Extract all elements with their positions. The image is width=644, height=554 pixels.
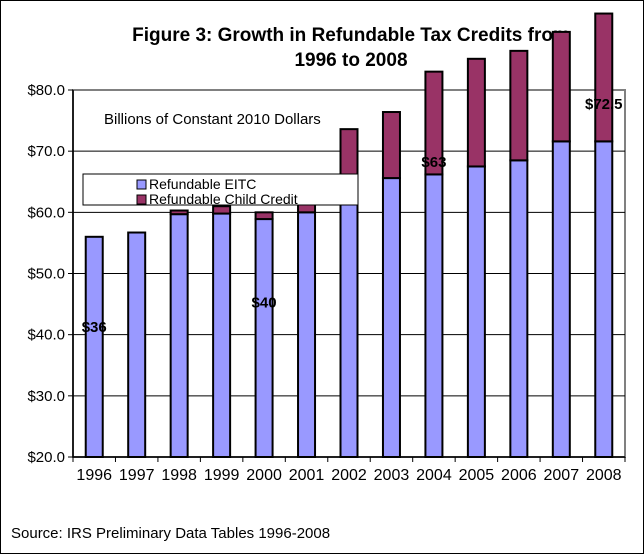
- bar-child-credit-2004: [424, 70, 444, 176]
- bar-child-credit-2006: [509, 49, 529, 162]
- bar-eitc-1998: [169, 213, 189, 458]
- x-tick-label: 2005: [459, 467, 495, 484]
- bar-eitc-2008: [594, 140, 614, 458]
- legend-label-eitc: Refundable EITC: [149, 176, 256, 192]
- x-tick-label: 2007: [544, 467, 580, 484]
- y-tick-label: $60.0: [27, 204, 65, 221]
- bar-eitc-1996: [84, 235, 104, 458]
- x-tick-label: 2000: [246, 467, 282, 484]
- x-tick-label: 1999: [204, 467, 240, 484]
- bar-eitc-2000: [254, 218, 274, 458]
- chart-title-line-2: 1996 to 2008: [294, 50, 408, 71]
- chart-subtitle: Billions of Constant 2010 Dollars: [104, 111, 321, 128]
- x-tick-label: 2004: [416, 467, 452, 484]
- bar-eitc-2003: [381, 177, 401, 459]
- data-label-2004: $63: [421, 154, 446, 171]
- y-tick-label: $40.0: [27, 327, 65, 344]
- y-tick-label: $30.0: [27, 388, 65, 405]
- bar-eitc-2004: [424, 173, 444, 458]
- x-tick-label: 2006: [501, 467, 537, 484]
- bar-eitc-2002: [339, 176, 359, 459]
- x-tick-label: 2003: [374, 467, 410, 484]
- source-note: Source: IRS Preliminary Data Tables 1996…: [11, 525, 331, 542]
- chart-title: Figure 3: Growth in Refundable Tax Credi…: [81, 23, 621, 73]
- bar-child-credit-2007: [551, 30, 571, 143]
- x-tick-label: 1998: [161, 467, 197, 484]
- x-tick-label: 2008: [586, 467, 622, 484]
- data-label-1996: $36: [82, 319, 107, 336]
- bar-eitc-2001: [297, 211, 317, 458]
- y-tick-label: $50.0: [27, 266, 65, 283]
- bar-eitc-1997: [127, 231, 147, 458]
- y-tick-label: $80.0: [27, 82, 65, 99]
- bar-child-credit-2008: [594, 12, 614, 143]
- bar-child-credit-2005: [466, 57, 486, 168]
- bar-child-credit-2002: [339, 128, 359, 179]
- y-tick-label: $70.0: [27, 143, 65, 160]
- bar-eitc-2006: [509, 159, 529, 458]
- x-tick-label: 1996: [76, 467, 112, 484]
- data-label-2008: $72.5: [585, 96, 623, 113]
- bar-child-credit-2000: [254, 211, 274, 221]
- bar-eitc-2005: [466, 165, 486, 458]
- bar-child-credit-1998: [169, 209, 189, 216]
- x-tick-label: 2002: [331, 467, 367, 484]
- legend-label-child-credit: Refundable Child Credit: [149, 191, 298, 207]
- bar-child-credit-1999: [212, 205, 232, 215]
- x-tick-label: 1997: [119, 467, 155, 484]
- bar-child-credit-2003: [381, 111, 401, 180]
- legend-box: [82, 173, 359, 206]
- x-tick-label: 2001: [289, 467, 325, 484]
- y-tick-label: $20.0: [27, 449, 65, 466]
- legend-swatch-child-credit: [136, 194, 147, 205]
- bar-eitc-2007: [551, 140, 571, 458]
- chart-title-line-1: Figure 3: Growth in Refundable Tax Credi…: [132, 25, 570, 46]
- data-label-2000: $40: [252, 295, 277, 312]
- legend-swatch-eitc: [136, 179, 147, 190]
- bar-eitc-1999: [212, 212, 232, 458]
